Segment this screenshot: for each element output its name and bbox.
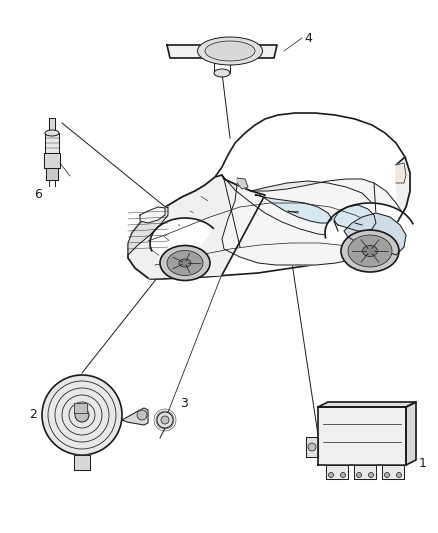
Polygon shape	[74, 403, 87, 413]
Ellipse shape	[348, 235, 392, 267]
Ellipse shape	[214, 69, 230, 77]
Circle shape	[137, 410, 147, 420]
Polygon shape	[74, 455, 90, 470]
Circle shape	[161, 416, 169, 424]
Polygon shape	[237, 178, 248, 189]
Polygon shape	[46, 168, 58, 180]
Polygon shape	[222, 179, 406, 265]
Polygon shape	[406, 402, 416, 465]
Polygon shape	[334, 205, 376, 231]
Circle shape	[42, 375, 122, 455]
Polygon shape	[255, 195, 332, 223]
Ellipse shape	[160, 246, 210, 280]
Polygon shape	[222, 175, 375, 236]
Polygon shape	[318, 402, 416, 407]
Circle shape	[328, 472, 333, 478]
Ellipse shape	[167, 251, 203, 276]
Ellipse shape	[205, 41, 255, 61]
Text: 6: 6	[34, 188, 42, 201]
Polygon shape	[326, 465, 348, 479]
Polygon shape	[122, 408, 148, 425]
Circle shape	[368, 472, 374, 478]
Text: 1: 1	[419, 457, 427, 470]
Ellipse shape	[45, 130, 59, 136]
Ellipse shape	[198, 37, 262, 65]
Polygon shape	[396, 163, 406, 183]
Polygon shape	[128, 113, 410, 279]
Circle shape	[75, 408, 89, 422]
Polygon shape	[45, 133, 59, 153]
Circle shape	[385, 472, 389, 478]
Polygon shape	[318, 407, 406, 465]
Polygon shape	[44, 153, 60, 168]
Polygon shape	[128, 175, 265, 278]
Polygon shape	[140, 207, 165, 223]
Polygon shape	[150, 218, 213, 265]
Text: 3: 3	[180, 397, 188, 410]
Circle shape	[396, 472, 402, 478]
Ellipse shape	[179, 259, 191, 267]
Circle shape	[357, 472, 361, 478]
Ellipse shape	[341, 230, 399, 272]
Ellipse shape	[363, 246, 378, 256]
Circle shape	[308, 443, 316, 451]
Polygon shape	[49, 118, 55, 133]
Text: 4: 4	[304, 31, 312, 44]
Polygon shape	[325, 203, 413, 261]
Circle shape	[340, 472, 346, 478]
Polygon shape	[167, 45, 277, 58]
Polygon shape	[344, 213, 406, 255]
Polygon shape	[396, 157, 410, 221]
Polygon shape	[306, 437, 318, 457]
Polygon shape	[382, 465, 404, 479]
Polygon shape	[128, 207, 168, 255]
Polygon shape	[354, 465, 376, 479]
Circle shape	[157, 412, 173, 428]
Text: 2: 2	[29, 408, 37, 422]
